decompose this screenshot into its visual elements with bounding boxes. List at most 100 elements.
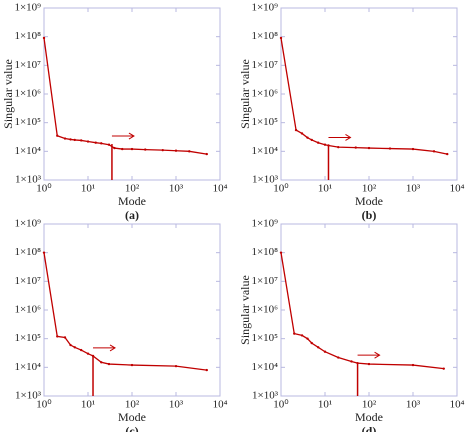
x-tick-label: 10³ <box>406 399 421 411</box>
panel: 1×10³ 1×10⁴ 1×10⁵ 1×10⁶ 1×10⁷ 1×10⁸ 1×10⁹ 10⁰ 10… <box>238 2 465 222</box>
data-point <box>310 341 313 345</box>
y-tick-label: 1×10⁸ <box>14 246 41 258</box>
plot-frame <box>280 223 458 397</box>
y-tick-label: 1×10⁷ <box>14 275 41 287</box>
y-tick-label: 1×10⁶ <box>251 304 278 316</box>
y-tick-label: 1×10⁴ <box>14 361 41 373</box>
x-axis-label: Mode <box>355 194 383 208</box>
data-point <box>323 143 327 146</box>
x-tick-label: 10⁴ <box>213 399 228 411</box>
data-point <box>73 138 76 142</box>
data-point <box>100 361 103 364</box>
x-axis-label: Mode <box>118 410 146 424</box>
x-tick-label: 10² <box>362 183 377 195</box>
data-point <box>446 152 449 156</box>
data-point <box>100 142 103 145</box>
data-point <box>300 132 304 135</box>
data-point <box>279 36 283 40</box>
data-point <box>323 350 327 353</box>
data-point <box>86 352 90 355</box>
x-tick-label: 10⁰ <box>36 399 52 411</box>
data-point <box>42 36 46 40</box>
data-point <box>350 360 353 363</box>
y-tick-label: 1×10⁹ <box>251 2 278 14</box>
caption: (c) <box>125 424 138 432</box>
caption: (a) <box>125 208 139 222</box>
x-tick-label: 10³ <box>406 183 421 195</box>
y-tick-label: 1×10³ <box>252 390 279 402</box>
x-axis-label: Mode <box>355 410 383 424</box>
data-point <box>388 147 392 150</box>
data-point <box>56 335 59 338</box>
data-point <box>174 149 178 152</box>
data-point <box>130 147 134 151</box>
data-point <box>205 368 208 372</box>
x-tick-label: 10² <box>125 399 140 411</box>
y-tick-label: 1×10⁵ <box>14 332 41 344</box>
y-axis-label: Singular value <box>238 59 252 129</box>
y-tick-label: 1×10³ <box>15 390 42 402</box>
x-tick-label: 10³ <box>169 399 184 411</box>
data-point <box>411 147 415 151</box>
data-point <box>69 343 72 347</box>
data-point <box>161 148 164 152</box>
data-line <box>280 252 444 370</box>
data-point <box>94 141 97 144</box>
y-tick-label: 1×10⁶ <box>251 88 278 100</box>
y-tick-label: 1×10⁵ <box>251 116 278 128</box>
data-point <box>337 356 340 359</box>
data-point <box>69 138 72 141</box>
data-point <box>294 128 298 132</box>
y-tick-label: 1×10⁴ <box>251 145 278 157</box>
y-tick-label: 1×10⁸ <box>251 246 278 258</box>
x-tick-label: 10⁴ <box>450 183 465 195</box>
y-tick-label: 1×10⁹ <box>14 2 41 14</box>
data-point <box>113 146 116 150</box>
data-point <box>354 146 357 149</box>
data-line <box>280 37 448 155</box>
data-point <box>306 337 309 340</box>
x-tick-label: 10² <box>362 399 377 411</box>
data-point <box>79 139 83 142</box>
y-tick-label: 1×10³ <box>252 174 279 186</box>
y-tick-label: 1×10⁷ <box>14 59 41 71</box>
data-point <box>107 143 111 146</box>
data-point <box>144 148 147 151</box>
data-point <box>310 138 313 142</box>
y-tick-label: 1×10⁶ <box>14 88 41 100</box>
cutoff-arrow-head <box>345 134 352 141</box>
panel: 1×10³ 1×10⁴ 1×10⁵ 1×10⁶ 1×10⁷ 1×10⁸ 1×10⁹ 10⁰ 10… <box>238 218 465 432</box>
data-point <box>300 334 304 337</box>
x-tick-label: 10¹ <box>318 183 332 195</box>
data-point <box>63 336 67 339</box>
caption: (b) <box>362 208 377 222</box>
y-tick-label: 1×10⁵ <box>14 116 41 128</box>
plot-frame <box>43 7 221 181</box>
y-tick-label: 1×10⁶ <box>14 304 41 316</box>
data-point <box>316 141 320 144</box>
data-point <box>316 346 320 349</box>
data-point <box>205 152 208 156</box>
data-point <box>73 346 76 349</box>
data-point <box>79 348 83 352</box>
y-axis-label: Singular value <box>238 275 252 345</box>
data-point <box>188 150 191 153</box>
x-tick-label: 10¹ <box>81 183 95 195</box>
x-axis-label: Mode <box>118 194 146 208</box>
cutoff-arrow-head <box>374 351 381 359</box>
y-tick-label: 1×10⁸ <box>251 30 278 42</box>
data-point <box>432 150 436 153</box>
x-tick-label: 10¹ <box>81 399 95 411</box>
plot-frame <box>43 223 221 397</box>
data-point <box>56 134 59 137</box>
cutoff-arrow-head <box>128 132 135 140</box>
panel: 1×10³ 1×10⁴ 1×10⁵ 1×10⁶ 1×10⁷ 1×10⁸ 1×10⁹ 10⁰ 10… <box>1 2 228 222</box>
data-point <box>121 147 124 151</box>
data-point <box>293 332 296 335</box>
x-tick-label: 10⁰ <box>273 183 289 195</box>
data-point <box>42 251 46 254</box>
data-point <box>337 145 340 149</box>
data-point <box>367 146 371 150</box>
data-point <box>63 137 67 140</box>
